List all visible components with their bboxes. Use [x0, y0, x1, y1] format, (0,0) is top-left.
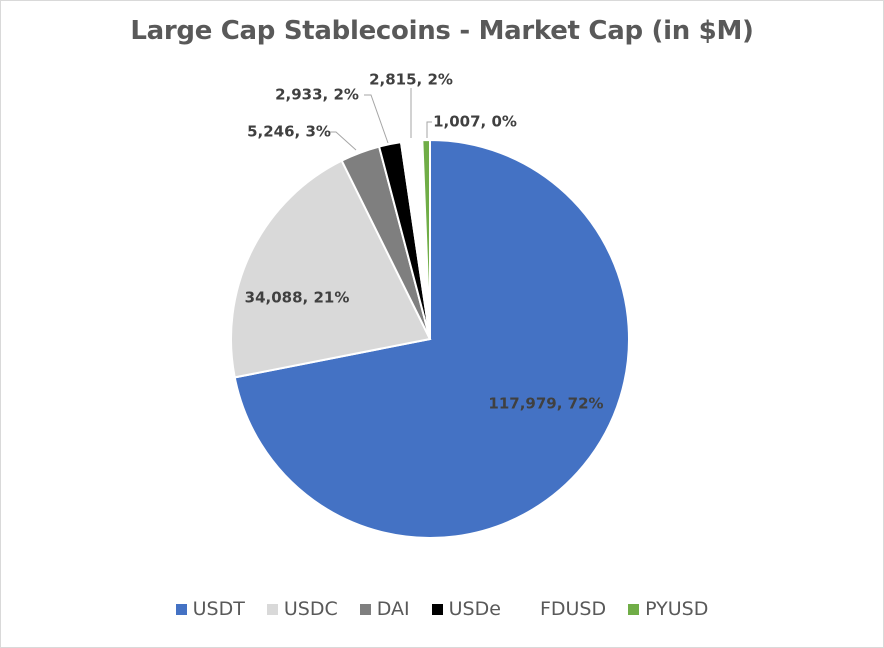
- legend-swatch: [431, 603, 443, 615]
- data-label-dai: 5,246, 3%: [247, 123, 331, 141]
- legend-label: FDUSD: [539, 598, 607, 620]
- legend-label: USDT: [192, 598, 245, 620]
- legend-item-pyusd: PYUSD: [628, 598, 708, 620]
- legend-swatch: [522, 603, 534, 615]
- legend-item-dai: DAI: [359, 598, 410, 620]
- leader-line-pyusd: [426, 121, 432, 138]
- chart-legend: USDT USDC DAI USDe FDUSD PYUSD: [0, 598, 884, 620]
- legend-swatch: [359, 603, 371, 615]
- data-label-usdt: 117,979, 72%: [488, 395, 603, 413]
- legend-item-usde: USDe: [431, 598, 501, 620]
- pie-slice-pyusd: [421, 138, 431, 340]
- data-label-pyusd: 1,007, 0%: [433, 113, 517, 131]
- chart-title: Large Cap Stablecoins - Market Cap (in $…: [130, 16, 754, 46]
- legend-item-usdt: USDT: [175, 598, 245, 620]
- leader-line-dai: [329, 131, 357, 151]
- pie-slice-usdt: [233, 138, 630, 539]
- legend-item-fdusd: FDUSD: [522, 598, 607, 620]
- legend-label: USDe: [448, 598, 501, 620]
- legend-label: USDC: [283, 598, 338, 620]
- data-label-usde: 2,933, 2%: [275, 86, 359, 104]
- legend-label: PYUSD: [645, 598, 709, 620]
- leader-line-usde: [364, 94, 389, 144]
- legend-swatch: [266, 603, 278, 615]
- legend-item-usdc: USDC: [266, 598, 338, 620]
- legend-label: DAI: [376, 598, 410, 620]
- data-label-fdusd: 2,815, 2%: [369, 71, 453, 89]
- pie-slice-usdc: [230, 159, 432, 379]
- legend-swatch: [628, 603, 640, 615]
- legend-swatch: [175, 603, 187, 615]
- data-label-usdc: 34,088, 21%: [245, 289, 350, 307]
